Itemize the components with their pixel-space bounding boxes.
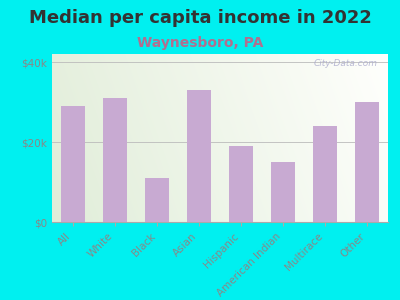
Bar: [272, 162, 294, 222]
Bar: [104, 98, 126, 222]
Bar: [146, 178, 168, 222]
Bar: [230, 146, 252, 222]
Text: Median per capita income in 2022: Median per capita income in 2022: [28, 9, 372, 27]
Text: Waynesboro, PA: Waynesboro, PA: [137, 36, 263, 50]
Text: City-Data.com: City-Data.com: [314, 59, 378, 68]
Bar: [62, 106, 84, 222]
Bar: [314, 126, 336, 222]
Bar: [188, 90, 210, 222]
Bar: [356, 102, 378, 222]
